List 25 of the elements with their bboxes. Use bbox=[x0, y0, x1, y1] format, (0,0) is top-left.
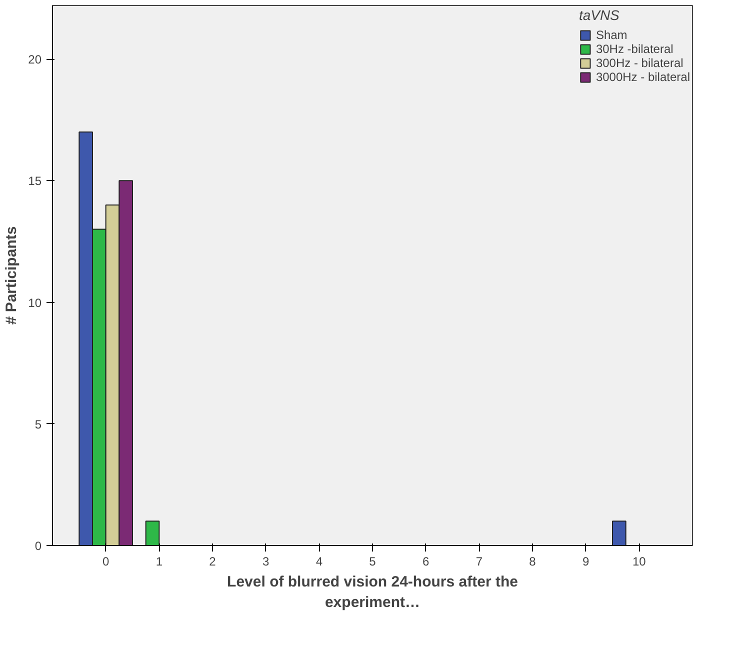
legend-label: 30Hz -bilateral bbox=[596, 42, 674, 56]
x-tick-label: 4 bbox=[316, 554, 323, 568]
y-tick-label: 20 bbox=[28, 52, 42, 67]
x-tick-label: 1 bbox=[156, 554, 163, 568]
x-tick-label: 5 bbox=[369, 554, 376, 568]
x-tick-label: 7 bbox=[476, 554, 483, 568]
bar bbox=[145, 520, 160, 546]
y-tick-label: 10 bbox=[28, 296, 42, 310]
y-tick-label: 0 bbox=[34, 539, 42, 553]
legend-label: 3000Hz - bilateral bbox=[596, 70, 690, 84]
x-axis-title: Level of blurred vision 24-hours after the experiment… bbox=[227, 574, 518, 611]
x-tick-label: 6 bbox=[422, 554, 430, 568]
bar bbox=[612, 520, 626, 546]
y-axis-title: # Participants bbox=[3, 226, 20, 325]
x-tick-label: 3 bbox=[262, 554, 270, 568]
x-tick-label: 10 bbox=[632, 554, 646, 568]
x-tick-label: 2 bbox=[209, 554, 216, 568]
x-tick-label: 8 bbox=[529, 554, 536, 568]
legend-label: Sham bbox=[596, 28, 628, 42]
y-tick-label: 5 bbox=[34, 417, 42, 432]
legend-title: taVNS bbox=[578, 7, 620, 23]
legend-label: 300Hz - bilateral bbox=[596, 56, 684, 70]
y-tick-label: 15 bbox=[28, 174, 42, 188]
x-tick-label: 9 bbox=[582, 554, 590, 568]
x-tick-label: 0 bbox=[102, 554, 110, 568]
